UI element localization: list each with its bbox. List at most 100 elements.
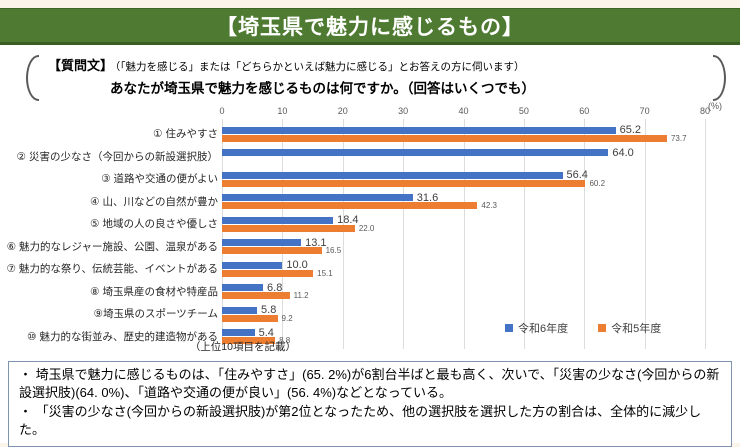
bar-reiwa6	[222, 216, 334, 224]
bar-line-reiwa6: 56.4	[222, 169, 740, 181]
chart-row: ⑥ 魅力的なレジャー施設、公園、温泉がある 13.1 16.5	[0, 236, 740, 259]
gridline	[523, 119, 525, 349]
chart-legend: 令和6年度 令和5年度	[505, 320, 661, 336]
value-label-reiwa5: 60.2	[589, 178, 606, 188]
axis-tick-label: 20	[337, 106, 348, 116]
category-plot: 18.4 22.0	[222, 213, 740, 236]
category-plot: 65.2 73.7	[222, 123, 740, 146]
gridline	[463, 119, 465, 349]
axis-unit-label: (%)	[708, 101, 722, 111]
question-body: あなたが埼玉県で魅力を感じるものは何ですか。（回答はいくつでも）	[110, 81, 535, 96]
chart-row: ③ 道路や交通の便がよい 56.4 60.2	[0, 168, 740, 191]
chart-row: ⑦ 魅力的な祭り、伝統芸能、イベントがある 10.0 15.1	[0, 258, 740, 281]
bar-line-reiwa5: 60.2	[222, 178, 740, 188]
category-plot: 31.6 42.3	[222, 191, 740, 214]
value-label-reiwa6: 5.8	[261, 304, 277, 316]
bar-reiwa5	[222, 292, 290, 299]
gridline	[342, 119, 344, 349]
bar-reiwa6	[222, 284, 264, 291]
page-title: 【埼玉県で魅力に感じるもの】	[216, 15, 524, 39]
category-label: ⑨埼玉県のスポーツチーム	[93, 308, 218, 320]
bar-line-reiwa6: 6.8	[222, 281, 740, 294]
value-label-reiwa6: 5.4	[258, 326, 274, 339]
legend-label: 令和6年度	[518, 323, 569, 335]
bar-reiwa5	[222, 179, 586, 187]
bar-line-reiwa5	[222, 157, 740, 164]
content-panel: 【質問文】 （「魅力を感じる」または「どちらかといえば魅力に感じる」とお答えの方に…	[0, 45, 740, 447]
gridline	[222, 119, 223, 349]
chart-row: ⑧ 埼玉県産の食材や特産品 6.8 11.2	[0, 281, 740, 304]
category-plot: 6.8 11.2	[222, 281, 740, 304]
question-inner: 【質問文】 （「魅力を感じる」または「どちらかといえば魅力に感じる」とお答えの方に…	[14, 52, 728, 97]
bar-reiwa6	[222, 306, 258, 314]
bar-line-reiwa6: 65.2	[222, 124, 740, 136]
category-label: ⑧ 埼玉県産の食材や特産品	[90, 285, 218, 298]
value-label-reiwa5: 16.5	[325, 246, 342, 255]
chart-footnote: （上位10項目を記載）	[189, 341, 296, 353]
bar-reiwa5	[222, 314, 278, 322]
bar-reiwa6	[222, 171, 563, 179]
chart-gridlines	[222, 119, 706, 349]
axis-tick-label: 70	[639, 106, 650, 116]
question-line1: 【質問文】 （「魅力を感じる」または「どちらかといえば魅力に感じる」とお答えの方に…	[48, 55, 702, 74]
bar-line-reiwa6: 13.1	[222, 237, 740, 249]
bar-line-reiwa6: 10.0	[222, 259, 740, 271]
bar-line-reiwa5: 9.2	[222, 314, 740, 323]
chart-row: ② 災害の少なさ（今回からの新設選択肢） 64.0	[0, 146, 740, 169]
question-block: 【質問文】 （「魅力を感じる」または「どちらかといえば魅力に感じる」とお答えの方に…	[14, 52, 728, 102]
legend-item-reiwa5: 令和5年度	[598, 320, 661, 336]
legend-item-reiwa6: 令和6年度	[505, 320, 568, 336]
gridline	[644, 119, 646, 349]
question-heading: 【質問文】	[48, 58, 114, 73]
chart-rows: ① 住みやすさ 65.2 73.7 ② 災害の少なさ（今回からの新設選択肢） 64.0 ③…	[0, 123, 740, 348]
category-label: ④ 山、川などの自然が豊か	[90, 195, 218, 208]
chart-row: ⑨埼玉県のスポーツチーム 5.8 9.2	[0, 303, 740, 326]
bar-reiwa5	[222, 134, 667, 142]
bar-line-reiwa6: 31.6	[222, 191, 740, 204]
category-plot: 5.4 8.8	[222, 326, 740, 349]
chart-row: ⑩ 魅力的な街並み、歴史的建造物がある 5.4 8.8	[0, 326, 740, 349]
chart-row: ⑤ 地域の人の良さや優しさ 18.4 22.0	[0, 213, 740, 236]
bar-chart: (%) ① 住みやすさ 65.2 73.7 ② 災害の少なさ（今回からの新設選択肢） 6…	[0, 101, 740, 360]
legend-swatch	[505, 324, 513, 332]
category-label: ① 住みやすさ	[153, 128, 218, 140]
category-label: ⑩ 魅力的な街並み、歴史的建造物がある	[27, 330, 218, 343]
axis-tick-label: 50	[518, 106, 529, 116]
gridline	[403, 119, 405, 349]
chart-row: ④ 山、川などの自然が豊か 31.6 42.3	[0, 191, 740, 214]
page-title-banner: 【埼玉県で魅力に感じるもの】	[0, 8, 740, 45]
bar-reiwa6	[222, 149, 609, 156]
gridline	[282, 119, 284, 349]
bar-reiwa6	[222, 261, 283, 269]
bar-reiwa6	[222, 239, 302, 246]
summary-note-1: ・ 埼玉県で魅力に感じるものは、「住みやすさ」(65. 2%)が6割台半ばと最も…	[19, 367, 720, 401]
value-label-reiwa5: 42.3	[481, 201, 497, 210]
category-plot: 56.4 60.2	[222, 168, 740, 191]
category-plot: 13.1 16.5	[222, 236, 740, 259]
bar-line-reiwa5: 16.5	[222, 246, 740, 255]
bar-line-reiwa6: 18.4	[222, 214, 740, 226]
category-label: ③ 道路や交通の便がよい	[101, 173, 218, 185]
bar-line-reiwa6: 5.4	[222, 326, 740, 339]
category-label: ⑦ 魅力的な祭り、伝統芸能、イベントがある	[6, 263, 218, 275]
value-label-reiwa5: 22.0	[358, 223, 375, 233]
bar-reiwa5	[222, 269, 314, 277]
value-label-reiwa5: 73.7	[670, 133, 687, 143]
value-label-reiwa6: 64.0	[612, 146, 634, 159]
axis-tick-label: 0	[219, 106, 225, 116]
axis-tick-label: 60	[579, 106, 590, 116]
value-label-reiwa5: 15.1	[317, 268, 333, 278]
value-label-reiwa6: 31.6	[416, 191, 439, 204]
value-label-reiwa6: 6.8	[267, 281, 283, 294]
bar-line-reiwa6: 5.8	[222, 304, 740, 316]
bar-line-reiwa5: 42.3	[222, 201, 740, 210]
value-label-reiwa6: 65.2	[619, 124, 642, 136]
chart-row: ① 住みやすさ 65.2 73.7	[0, 123, 740, 146]
value-label-reiwa6: 56.4	[566, 169, 588, 181]
value-label-reiwa5: 8.8	[279, 336, 291, 345]
legend-swatch	[598, 324, 607, 332]
value-label-reiwa5: 11.2	[293, 291, 309, 300]
axis-tick-label: 30	[398, 106, 409, 116]
bar-reiwa5	[222, 247, 322, 254]
bar-reiwa5	[222, 202, 478, 209]
